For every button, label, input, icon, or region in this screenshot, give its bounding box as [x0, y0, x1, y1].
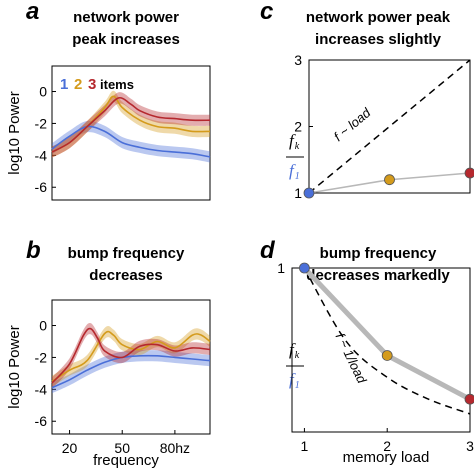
panel-a-plot: 0 -2 -4 -6 — [35, 65, 211, 201]
panel-c-ratio-label: fk f1 — [286, 131, 304, 182]
panel-a-line-series-1 — [51, 125, 211, 158]
panel-c-ytick-label: 2 — [294, 119, 302, 135]
ratio-numerator: fk — [289, 131, 300, 152]
panel-c-title-line2: increases slightly — [315, 31, 442, 48]
panel-d: d bump frequency decreases markedly fk f… — [260, 237, 474, 466]
panel-a-ytick-label: -6 — [35, 179, 48, 195]
panel-d-plot: 1 1 2 3 f ~ 1/load — [277, 260, 474, 454]
panel-b-line-series-2 — [51, 330, 211, 383]
panel-b-ytick-label: -2 — [35, 349, 48, 365]
panel-b-ytick-label: -4 — [35, 381, 48, 397]
panel-letter-b: b — [26, 237, 41, 264]
panel-d-point-load-1 — [299, 262, 310, 274]
panel-d-title-line2: decreases markedly — [306, 267, 450, 284]
panel-d-xtick-label: 2 — [383, 438, 391, 454]
ratio-numerator-d: fk — [289, 340, 300, 361]
panel-c-ytick-label: 1 — [294, 185, 302, 201]
panel-c-point-load-3 — [464, 167, 474, 179]
panel-b-axes-box — [51, 299, 211, 435]
legend-number-2: 2 — [74, 76, 82, 93]
panel-c-reference-line — [308, 59, 471, 194]
panel-d-xtick-label: 1 — [301, 438, 309, 454]
panel-d-mean-line — [301, 265, 473, 402]
panel-a-band-series-3 — [52, 92, 210, 158]
panel-b-xtick-label: 20 — [62, 440, 78, 456]
legend-suffix: items — [100, 77, 134, 92]
panel-a-line-series-3 — [51, 96, 211, 153]
panel-c-axes-box — [308, 59, 471, 194]
panel-c-plot: 1 2 3 f ~ load — [294, 52, 474, 201]
panel-b-ytick-label: -6 — [35, 413, 48, 429]
panel-b-xlabel: frequency — [93, 452, 159, 469]
panel-d-xtick-label: 3 — [466, 438, 474, 454]
panel-a-title-line1: network power — [73, 9, 179, 26]
panel-b-band-series-2 — [52, 326, 210, 387]
panel-c: c network power peak increases slightly … — [260, 0, 474, 201]
panel-b-ytick-label: 0 — [39, 318, 47, 334]
panel-b-title-line1: bump frequency — [68, 245, 185, 262]
panel-d-axes-box — [291, 267, 471, 433]
panel-b: b bump frequency decreases log10 Power 0… — [6, 237, 211, 469]
panel-d-reference-line — [303, 267, 471, 415]
panel-b-ylabel: log10 Power — [6, 325, 23, 408]
panel-b-band-series-1 — [52, 350, 210, 394]
legend: 1 2 3 items — [60, 76, 134, 93]
panel-c-title-line1: network power peak — [306, 9, 451, 26]
panel-a-ytick-label: 0 — [39, 84, 47, 100]
panel-letter-c: c — [260, 0, 273, 25]
legend-number-1: 1 — [60, 76, 68, 93]
panel-d-xlabel: memory load — [343, 449, 430, 466]
panel-d-annotation: f ~ 1/load — [332, 331, 369, 387]
panel-c-point-load-1 — [303, 187, 315, 199]
panel-b-plot: 0 -2 -4 -6 20 50 80hz — [35, 299, 211, 456]
panel-b-line-series-3 — [51, 327, 211, 384]
panel-a-band-series-2 — [52, 90, 210, 158]
panel-b-title-line2: decreases — [89, 267, 162, 284]
panel-a-ytick-label: -4 — [35, 147, 48, 163]
panel-d-ytick-label: 1 — [277, 260, 285, 276]
panel-c-annotation: f ~ load — [331, 104, 374, 144]
panel-a-ytick-label: -2 — [35, 115, 48, 131]
panel-d-ratio-label: fk f1 — [286, 340, 304, 391]
panel-a-title-line2: peak increases — [72, 31, 180, 48]
ratio-denominator-d: f1 — [289, 370, 300, 391]
panel-d-point-load-2 — [381, 350, 393, 361]
panel-b-xtick-label: 80hz — [160, 440, 190, 456]
panel-a: a network power peak increases log10 Pow… — [6, 0, 211, 201]
panel-c-point-load-2 — [384, 174, 395, 186]
panel-letter-a: a — [26, 0, 39, 25]
panel-b-xtick-label: 50 — [114, 440, 130, 456]
ratio-denominator: f1 — [289, 161, 300, 182]
panel-d-point-load-3 — [464, 393, 474, 405]
panel-d-title-line1: bump frequency — [320, 245, 437, 262]
panel-a-axes-box — [51, 65, 211, 201]
panel-c-ytick-label: 3 — [294, 52, 302, 68]
panel-b-line-series-1 — [51, 354, 211, 389]
panel-a-ylabel: log10 Power — [6, 91, 23, 174]
panel-letter-d: d — [260, 237, 276, 264]
legend-number-3: 3 — [88, 76, 96, 93]
